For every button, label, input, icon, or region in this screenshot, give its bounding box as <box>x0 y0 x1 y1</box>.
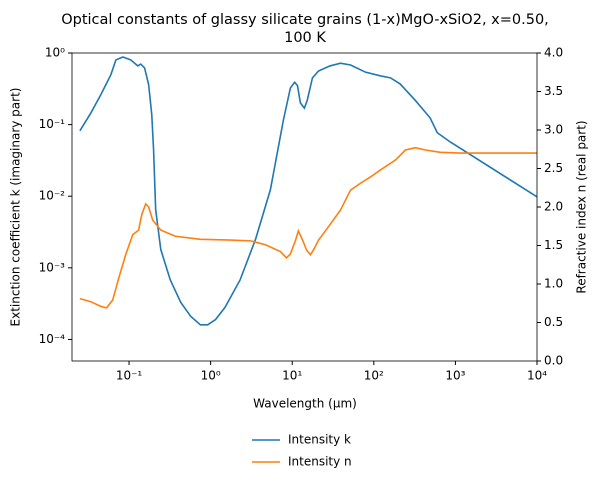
y2-tick-label: 2.0 <box>544 200 563 214</box>
x-tick-label: 10⁰ <box>201 369 221 383</box>
y-tick-label: 10⁻⁴ <box>39 332 66 346</box>
x-tick-label: 10³ <box>445 369 465 383</box>
y2-axis-label: Refractive index n (real part) <box>575 120 589 293</box>
line-series <box>79 146 537 309</box>
x-axis-label: Wavelength (μm) <box>253 397 357 411</box>
y2-tick-label: 1.5 <box>544 238 563 252</box>
x-tick-label: 10² <box>364 369 384 383</box>
y2-tick-label: 4.0 <box>544 46 563 60</box>
y-tick-label: 10⁻² <box>39 189 66 203</box>
x-tick-label: 10⁴ <box>527 369 547 383</box>
y2-tick-label: 0.0 <box>544 354 563 368</box>
y2-tick-label: 3.0 <box>544 123 563 137</box>
line-series <box>79 56 537 326</box>
y2-tick-label: 0.5 <box>544 315 563 329</box>
y2-tick-label: 2.5 <box>544 161 563 175</box>
x-tick-label: 10⁻¹ <box>116 369 143 383</box>
x-tick-label: 10¹ <box>282 369 302 383</box>
y-tick-label: 10⁻¹ <box>39 117 66 131</box>
y-tick-label: 10⁰ <box>45 46 65 60</box>
plot-frame <box>71 52 538 362</box>
y-tick-label: 10⁻³ <box>39 260 66 274</box>
legend-label: Intensity k <box>288 433 351 447</box>
y2-tick-label: 3.5 <box>544 84 563 98</box>
chart-title: Optical constants of glassy silicate gra… <box>61 12 549 28</box>
legend-label: Intensity n <box>288 455 352 469</box>
y2-tick-label: 1.0 <box>544 277 563 291</box>
chart-title: 100 K <box>284 30 326 46</box>
y-axis-label: Extinction coefficient k (imaginary part… <box>9 88 23 327</box>
